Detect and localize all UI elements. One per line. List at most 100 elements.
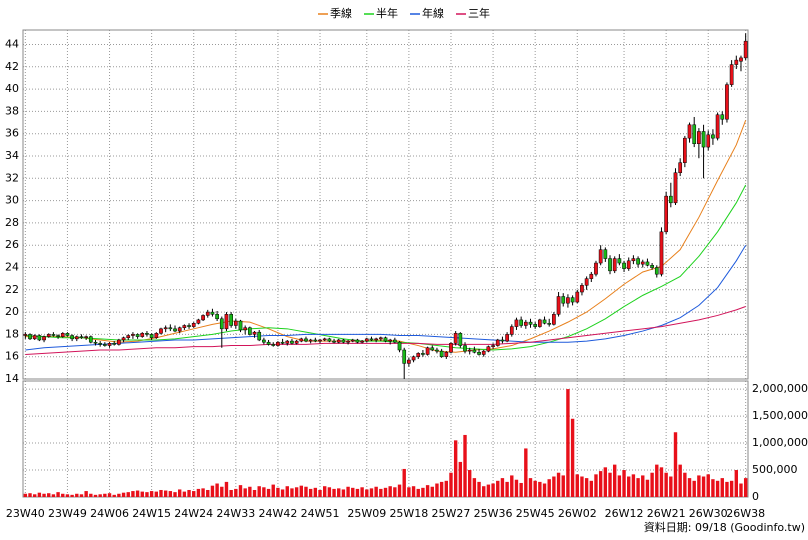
candle-body <box>650 265 654 268</box>
candle-body <box>56 335 60 337</box>
candle-body <box>196 319 201 324</box>
x-tick-label: 24W42 <box>258 507 297 520</box>
candle-body <box>608 258 612 272</box>
volume-bar <box>65 494 70 497</box>
volume-tick-label: 1,000,000 <box>752 436 808 449</box>
candle-body <box>210 311 215 315</box>
y-tick-label: 14 <box>5 372 19 385</box>
candle-body <box>173 328 177 332</box>
candle-body <box>266 341 271 345</box>
candle-body <box>673 172 678 204</box>
candle-body <box>238 320 243 331</box>
volume-bar <box>163 490 168 497</box>
x-tick-label: 26W02 <box>558 507 597 520</box>
candle-body <box>322 338 327 341</box>
volume-bar <box>500 478 505 497</box>
volume-bar <box>173 492 177 497</box>
volume-bar <box>61 493 65 497</box>
volume-bar <box>374 486 378 497</box>
volume-bar <box>365 489 369 497</box>
legend-label: 年線 <box>422 6 444 20</box>
candle-body <box>168 327 173 330</box>
volume-bar <box>201 488 205 497</box>
volume-bar <box>32 494 37 497</box>
candle-body <box>612 258 617 272</box>
x-tick-label: 24W51 <box>301 507 340 520</box>
y-tick-label: 36 <box>5 127 19 140</box>
x-tick-label: 25W18 <box>389 507 428 520</box>
candle-body <box>570 297 575 303</box>
volume-bar <box>720 478 724 497</box>
candle-body <box>135 334 140 337</box>
candle-body <box>341 339 346 343</box>
candle-body <box>23 334 28 336</box>
candle-body <box>654 267 659 275</box>
candle-body <box>145 333 149 335</box>
volume-bar <box>192 491 196 497</box>
volume-bar <box>416 488 420 497</box>
candle-body <box>467 349 472 352</box>
candle-body <box>187 325 191 327</box>
volume-bar <box>168 491 173 497</box>
volume-bar <box>683 472 687 497</box>
candle-body <box>65 333 70 336</box>
volume-bar <box>280 489 285 497</box>
volume-bar <box>467 470 472 497</box>
candle-body <box>201 315 205 321</box>
volume-bar <box>131 491 135 497</box>
volume-bar <box>725 481 729 497</box>
volume-bar <box>248 486 252 497</box>
y-tick-label: 18 <box>5 327 19 340</box>
volume-bar <box>229 489 233 497</box>
candle-body <box>285 340 290 344</box>
volume-bar <box>322 486 327 497</box>
volume-bar <box>580 476 584 497</box>
candle-body <box>407 359 411 364</box>
x-tick-label: 24W24 <box>174 507 213 520</box>
volume-bar <box>379 488 383 497</box>
candle-body <box>224 314 229 330</box>
candle-body <box>743 40 748 59</box>
candle-body <box>248 327 252 335</box>
candle-body <box>126 335 131 338</box>
volume-bar <box>631 474 636 497</box>
y-tick-label: 32 <box>5 171 19 184</box>
volume-bar <box>627 476 631 497</box>
volume-bar <box>575 474 579 497</box>
volume-bar <box>341 489 346 497</box>
volume-bar <box>47 493 51 497</box>
volume-bar <box>51 494 56 497</box>
candle-body <box>271 344 276 346</box>
y-tick-label: 28 <box>5 216 19 229</box>
candle-body <box>327 338 332 342</box>
volume-bar <box>444 480 449 497</box>
volume-tick-label: 2,000,000 <box>752 382 808 395</box>
legend-label: 季線 <box>330 6 352 20</box>
volume-bar <box>313 487 318 497</box>
volume-bar <box>430 486 434 497</box>
volume-bar <box>458 461 463 497</box>
candle-body <box>252 331 257 335</box>
candle-body <box>598 249 603 264</box>
y-tick-label: 42 <box>5 60 19 73</box>
y-tick-label: 26 <box>5 238 19 251</box>
volume-bar <box>360 487 364 497</box>
volume-bar <box>556 472 561 497</box>
candle-body <box>393 339 397 343</box>
volume-bar <box>271 484 275 497</box>
volume-bar <box>215 483 219 497</box>
candle-body <box>280 341 285 344</box>
volume-bar <box>42 493 46 497</box>
candle-body <box>617 258 622 264</box>
candle-body <box>388 339 393 342</box>
volume-bar <box>561 475 565 497</box>
y-tick-label: 38 <box>5 104 19 117</box>
candle-body <box>131 334 135 336</box>
volume-bar <box>182 491 187 497</box>
volume-tick-label: 500,000 <box>752 463 798 476</box>
volume-bar <box>678 464 682 497</box>
volume-bar <box>117 493 121 497</box>
volume-bar <box>514 479 519 497</box>
volume-bar <box>496 480 500 497</box>
volume-bar <box>121 492 126 497</box>
